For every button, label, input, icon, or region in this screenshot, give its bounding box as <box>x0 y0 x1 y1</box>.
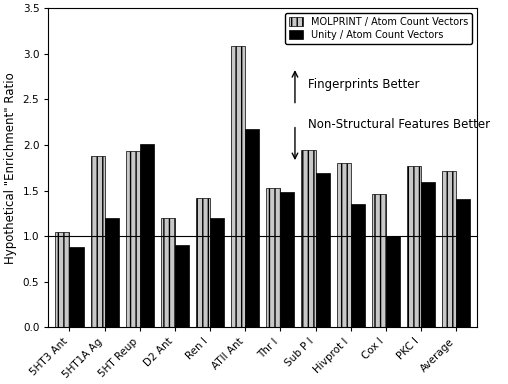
Bar <box>456 199 470 328</box>
Y-axis label: Hypothetical "Enrichment" Ratio: Hypothetical "Enrichment" Ratio <box>4 72 17 264</box>
Bar <box>245 129 259 328</box>
Bar <box>175 245 189 328</box>
Bar <box>372 194 386 328</box>
Legend: MOLPRINT / Atom Count Vectors, Unity / Atom Count Vectors: MOLPRINT / Atom Count Vectors, Unity / A… <box>285 13 472 44</box>
Bar <box>266 188 280 328</box>
Text: Non-Structural Features Better: Non-Structural Features Better <box>308 118 490 131</box>
Bar <box>442 170 456 328</box>
Bar <box>196 198 210 328</box>
Bar <box>90 156 105 328</box>
Bar <box>231 46 245 328</box>
Bar <box>337 163 351 328</box>
Bar <box>421 182 435 328</box>
Bar <box>161 218 175 328</box>
Bar <box>280 192 295 328</box>
Bar <box>105 218 119 328</box>
Bar <box>210 218 224 328</box>
Bar <box>315 173 330 328</box>
Text: Fingerprints Better: Fingerprints Better <box>308 78 419 91</box>
Bar <box>407 166 421 328</box>
Bar <box>125 151 140 328</box>
Bar <box>70 247 83 328</box>
Bar <box>140 144 154 328</box>
Bar <box>55 232 70 328</box>
Bar <box>301 149 315 328</box>
Bar <box>386 236 400 328</box>
Bar <box>351 204 365 328</box>
